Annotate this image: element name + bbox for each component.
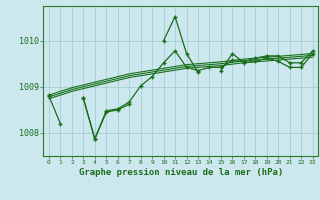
- X-axis label: Graphe pression niveau de la mer (hPa): Graphe pression niveau de la mer (hPa): [79, 168, 283, 177]
